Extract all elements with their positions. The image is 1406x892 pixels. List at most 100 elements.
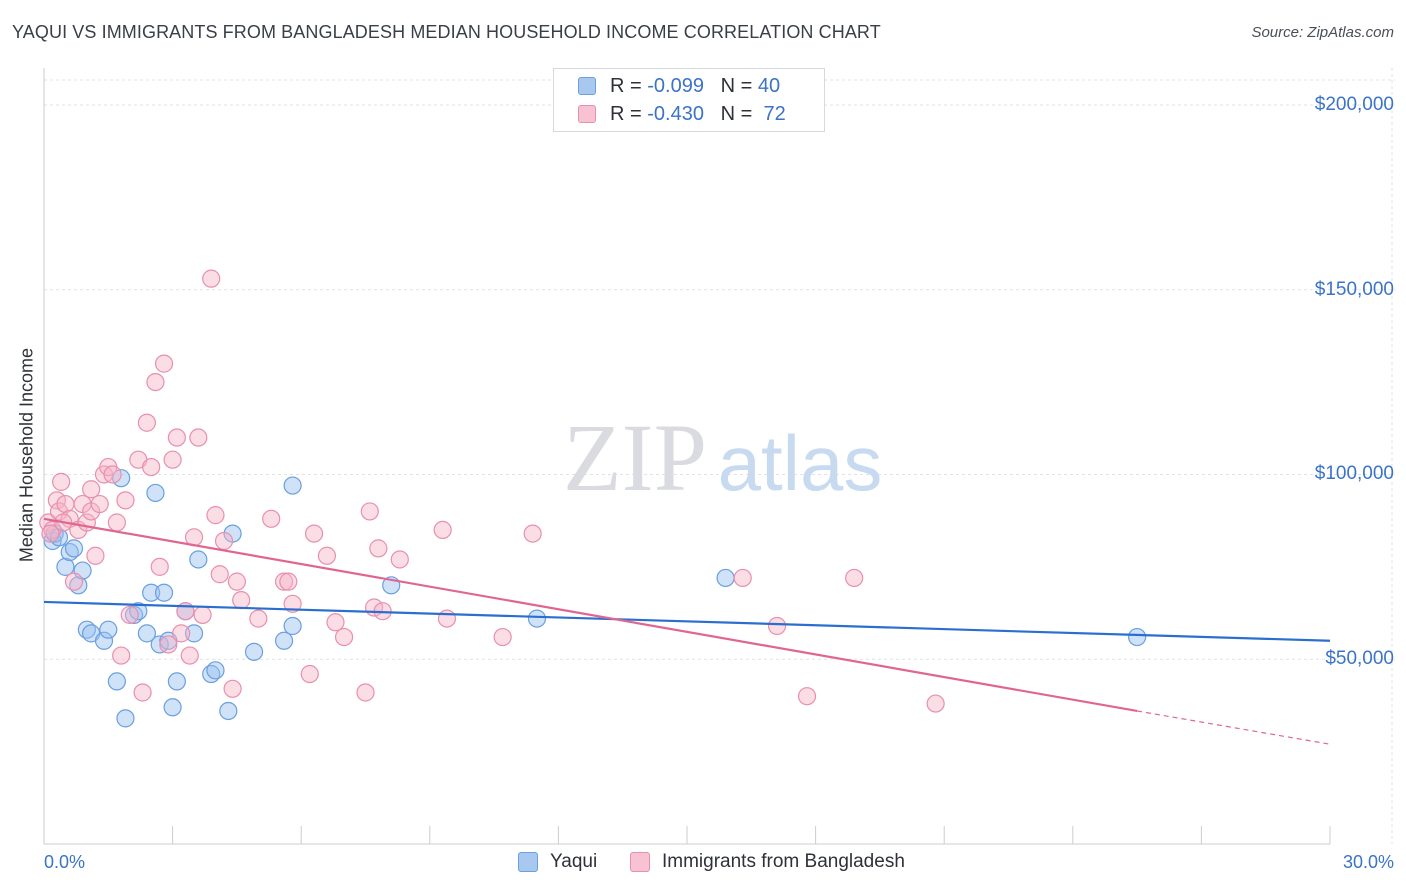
- point-yaqui: [146, 483, 165, 503]
- point-bangladesh: [146, 372, 165, 392]
- point-bangladesh: [172, 624, 191, 643]
- source-label: Source: ZipAtlas.com: [1251, 24, 1394, 41]
- point-bangladesh: [154, 354, 174, 373]
- point-bangladesh: [797, 687, 817, 706]
- x-tick-label-min: 0.0%: [44, 852, 86, 872]
- legend-row-bangladesh: R = -0.430 N = 72: [578, 102, 786, 126]
- point-yaqui: [163, 698, 182, 717]
- point-bangladesh: [279, 572, 298, 591]
- y-tick-label: $50,000: [1325, 648, 1394, 670]
- point-yaqui: [56, 557, 75, 576]
- legend-label-bangladesh: Immigrants from Bangladesh: [662, 851, 905, 872]
- y-tick-label: $150,000: [1314, 278, 1394, 300]
- point-bangladesh: [274, 572, 294, 591]
- r-value-yaqui: -0.099: [647, 74, 704, 97]
- trend-line-yaqui: [43, 600, 1331, 642]
- n-value-yaqui: 40: [757, 74, 781, 97]
- legend-swatch-bangladesh: [630, 852, 650, 872]
- point-yaqui: [527, 609, 547, 628]
- legend-label-yaqui: Yaqui: [550, 851, 598, 872]
- point-bangladesh: [356, 683, 375, 702]
- point-yaqui: [99, 620, 118, 639]
- x-tick-label-max: 30.0%: [1342, 852, 1394, 872]
- point-bangladesh: [262, 509, 281, 528]
- watermark-atlas: atlas: [718, 419, 883, 507]
- point-bangladesh: [133, 683, 152, 702]
- point-bangladesh: [112, 646, 131, 665]
- legend-swatch-yaqui: [578, 77, 596, 95]
- point-bangladesh: [189, 428, 208, 447]
- point-yaqui: [189, 550, 208, 569]
- trend-line-bangladesh: [43, 517, 1138, 713]
- point-yaqui: [137, 624, 156, 643]
- point-bangladesh: [369, 539, 388, 558]
- r-label: R =: [610, 102, 642, 125]
- point-yaqui: [274, 631, 294, 650]
- point-bangladesh: [926, 694, 945, 713]
- point-bangladesh: [82, 480, 101, 499]
- point-bangladesh: [206, 506, 225, 525]
- point-bangladesh: [300, 664, 319, 684]
- r-value-bangladesh: -0.430: [647, 102, 704, 125]
- point-yaqui: [1127, 627, 1147, 647]
- point-bangladesh: [523, 524, 542, 543]
- chart-title: YAQUI VS IMMIGRANTS FROM BANGLADESH MEDI…: [12, 22, 881, 42]
- n-label: N =: [720, 102, 753, 125]
- legend-swatch-yaqui: [518, 852, 538, 872]
- point-bangladesh: [493, 627, 512, 647]
- n-value-bangladesh: 72: [763, 102, 786, 125]
- point-bangladesh: [326, 613, 345, 632]
- point-bangladesh: [167, 428, 186, 447]
- point-bangladesh: [120, 605, 139, 624]
- point-bangladesh: [137, 413, 156, 432]
- legend-swatch-bangladesh: [578, 105, 596, 123]
- point-bangladesh: [214, 531, 234, 551]
- point-bangladesh: [163, 450, 182, 469]
- point-bangladesh: [437, 609, 457, 628]
- legend-item-bangladesh: Immigrants from Bangladesh: [630, 851, 905, 873]
- data-points: [39, 269, 1147, 728]
- y-tick-label: $200,000: [1314, 93, 1394, 115]
- point-yaqui: [94, 631, 114, 650]
- point-bangladesh: [433, 520, 452, 540]
- point-bangladesh: [845, 568, 864, 588]
- point-bangladesh: [64, 572, 84, 591]
- point-yaqui: [244, 642, 264, 661]
- point-bangladesh: [49, 502, 69, 521]
- point-yaqui: [283, 616, 302, 636]
- point-bangladesh: [283, 594, 302, 613]
- point-yaqui: [219, 701, 238, 721]
- point-bangladesh: [142, 457, 161, 477]
- point-yaqui: [716, 568, 735, 588]
- point-yaqui: [64, 539, 84, 558]
- point-bangladesh: [360, 502, 379, 521]
- point-bangladesh: [180, 646, 199, 665]
- stats-legend: R = -0.099 N = 40 R = -0.430 N = 72: [553, 68, 825, 132]
- point-yaqui: [167, 672, 186, 691]
- legend-item-yaqui: Yaqui: [518, 851, 597, 873]
- point-bangladesh: [249, 609, 268, 628]
- point-yaqui: [283, 476, 302, 495]
- point-bangladesh: [390, 550, 409, 569]
- point-yaqui: [116, 709, 135, 728]
- trend-lines: [43, 517, 1331, 745]
- point-bangladesh: [90, 494, 109, 514]
- point-bangladesh: [103, 465, 122, 484]
- point-bangladesh: [150, 557, 169, 576]
- y-tick-label: $100,000: [1314, 463, 1394, 485]
- point-bangladesh: [317, 546, 337, 565]
- point-bangladesh: [193, 605, 212, 624]
- point-bangladesh: [159, 635, 178, 654]
- point-bangladesh: [107, 513, 126, 532]
- point-bangladesh: [334, 627, 354, 647]
- point-bangladesh: [52, 472, 71, 491]
- point-bangladesh: [202, 269, 221, 288]
- point-bangladesh: [767, 616, 787, 636]
- n-label: N =: [720, 74, 753, 97]
- point-yaqui: [184, 624, 204, 643]
- point-bangladesh: [86, 546, 105, 565]
- point-bangladesh: [304, 524, 324, 543]
- point-yaqui: [142, 583, 161, 602]
- point-bangladesh: [733, 568, 752, 588]
